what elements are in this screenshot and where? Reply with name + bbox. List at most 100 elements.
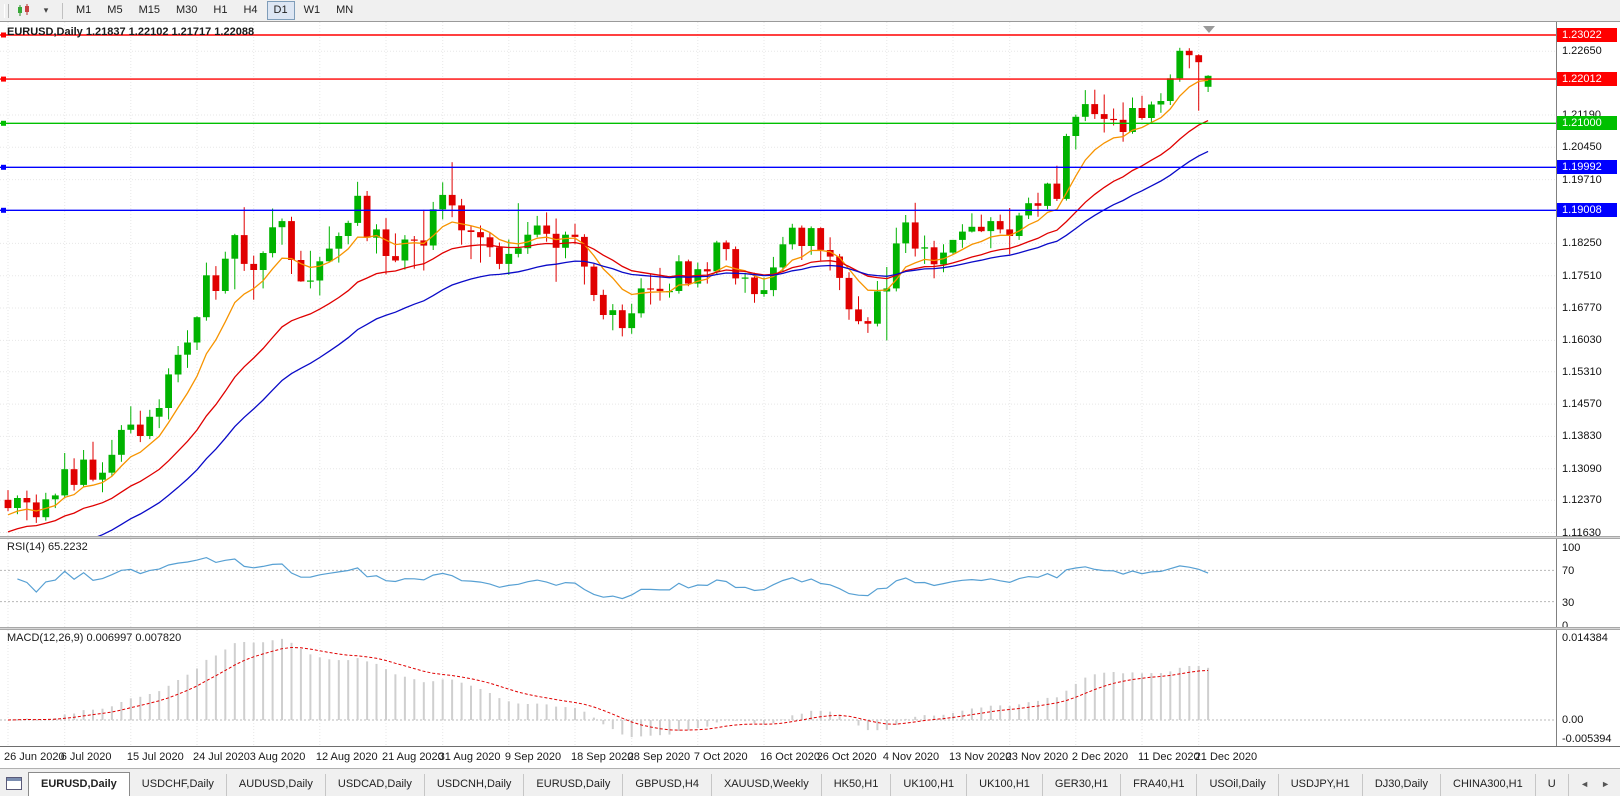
macd-histogram — [16, 638, 1210, 738]
chart-tab-bar: EURUSD,Daily USDCHF,Daily AUDUSD,Daily USDC… — [0, 768, 1620, 796]
chart-tab-usdchf-daily[interactable]: USDCHF,Daily — [130, 774, 227, 796]
date-label: 18 Sep 2020 — [571, 751, 634, 763]
chart-title: EURUSD,Daily 1.21837 1.22102 1.21717 1.2… — [7, 26, 255, 38]
date-label: 3 Aug 2020 — [249, 751, 306, 763]
price-line-label[interactable]: 1.23022 — [1557, 28, 1617, 42]
pane-splitter[interactable] — [0, 536, 1620, 539]
price-tick: 1.19710 — [1562, 173, 1602, 186]
time-axis[interactable]: 26 Jun 2020 6 Jul 2020 15 Jul 2020 24 Jul 2… — [0, 746, 1620, 768]
price-line-label[interactable]: 1.21000 — [1557, 116, 1617, 131]
price-tick: 1.11630 — [1562, 526, 1601, 539]
price-tick: 1.17510 — [1562, 269, 1602, 282]
rsi-line — [17, 556, 1209, 600]
grid-lines — [0, 539, 1556, 627]
chart-tab-usoil-daily[interactable]: USOil,Daily — [1197, 774, 1279, 796]
tab-scroll-right-icon[interactable]: ► — [1601, 779, 1610, 789]
timeframe-button-group: M1 M5 M15 M30 H1 H4 D1 W1 MN — [68, 1, 361, 20]
date-label: 26 Jun 2020 — [4, 751, 65, 763]
rsi-pane[interactable] — [0, 539, 1556, 627]
date-label: 16 Oct 2020 — [760, 751, 820, 763]
timeframe-button-h4[interactable]: H4 — [243, 4, 258, 16]
chart-tab-u[interactable]: U — [1536, 774, 1569, 796]
timeframe-button-m30[interactable]: M30 — [175, 4, 198, 16]
chart-tab-china300-h1[interactable]: CHINA300,H1 — [1441, 774, 1536, 796]
toolbar-separator — [62, 2, 63, 19]
date-label: 13 Nov 2020 — [949, 751, 1012, 763]
chart-tab-uk100-h1[interactable]: UK100,H1 — [967, 774, 1043, 796]
toolbar-grip[interactable] — [4, 3, 9, 18]
date-label: 2 Dec 2020 — [1071, 751, 1129, 763]
date-label: 26 Oct 2020 — [816, 751, 877, 763]
grid-lines — [0, 630, 1556, 746]
ma-line-34 — [97, 150, 1209, 536]
chart-tab-list: EURUSD,Daily USDCHF,Daily AUDUSD,Daily USDC… — [28, 769, 1572, 796]
chart-tab-fra40-h1[interactable]: FRA40,H1 — [1121, 774, 1198, 796]
macd-label: MACD(12,26,9) 0.006997 0.007820 — [7, 632, 182, 644]
chart-tab-usdjpy-h1[interactable]: USDJPY,H1 — [1279, 774, 1363, 796]
chart-type-candles-icon[interactable] — [14, 1, 34, 21]
rsi-tick: 30 — [1562, 596, 1575, 609]
price-line-label[interactable]: 1.19992 — [1557, 160, 1617, 175]
price-tick: 1.22650 — [1562, 45, 1602, 58]
price-line-label[interactable]: 1.19008 — [1557, 203, 1617, 218]
chart-tab-eurusd-daily[interactable]: EURUSD,Daily — [28, 772, 130, 796]
price-tick: 1.13830 — [1562, 430, 1602, 443]
timeframe-button-m5[interactable]: M5 — [107, 4, 123, 16]
candlestick-series — [4, 47, 1212, 523]
date-label: 4 Nov 2020 — [882, 751, 940, 763]
timeframe-button-w1[interactable]: W1 — [303, 4, 321, 16]
toolbar: ▾ M1 M5 M15 M30 H1 H4 D1 W1 MN — [0, 0, 1620, 22]
rsi-tick: 100 — [1562, 542, 1581, 554]
chart-tab-ger30-h1[interactable]: GER30,H1 — [1043, 774, 1122, 796]
chart-tab-eurusd-daily[interactable]: EURUSD,Daily — [524, 774, 624, 796]
horizontal-level-lines[interactable] — [0, 32, 1556, 213]
chart-tab-hk50-h1[interactable]: HK50,H1 — [822, 774, 892, 796]
price-axis[interactable]: 1.22650 1.21190 1.20450 1.19710 1.18250 1.175… — [1556, 22, 1620, 746]
ma-line-8 — [7, 79, 1209, 516]
chart-tab-usdcad-daily[interactable]: USDCAD,Daily — [326, 774, 425, 796]
moving-average-lines — [7, 79, 1209, 536]
date-label: 6 Jul 2020 — [60, 751, 112, 763]
price-tick: 1.15310 — [1562, 365, 1602, 378]
price-line-label[interactable]: 1.22012 — [1557, 72, 1617, 87]
timeframe-button-m1[interactable]: M1 — [76, 4, 92, 16]
date-label: 21 Dec 2020 — [1194, 751, 1258, 763]
rsi-label: RSI(14) 65.2232 — [7, 541, 88, 553]
chart-tab-dj30-daily[interactable]: DJ30,Daily — [1363, 774, 1441, 796]
chart-tab-xauusd-weekly[interactable]: XAUUSD,Weekly — [712, 774, 822, 796]
timeframe-button-mn[interactable]: MN — [336, 4, 354, 16]
price-tick: 1.18250 — [1562, 237, 1602, 250]
macd-signal-line — [7, 646, 1209, 731]
chart-tab-uk100-h1[interactable]: UK100,H1 — [891, 774, 968, 796]
price-tick: 1.20450 — [1562, 141, 1602, 154]
date-label: 15 Jul 2020 — [126, 751, 184, 763]
timeframe-button-m15[interactable]: M15 — [138, 4, 160, 16]
macd-pane[interactable] — [0, 630, 1556, 746]
timeframe-button-d1[interactable]: D1 — [266, 1, 295, 20]
macd-tick: -0.005394 — [1562, 733, 1612, 745]
ma-line-21 — [7, 120, 1209, 533]
chart-tab-audusd-daily[interactable]: AUDUSD,Daily — [227, 774, 326, 796]
tab-scroll-arrows: ◄ ► — [1572, 777, 1620, 796]
date-label: 23 Nov 2020 — [1005, 751, 1069, 763]
main-price-pane[interactable] — [0, 22, 1556, 536]
price-tick: 1.13090 — [1562, 462, 1602, 475]
macd-tick: 0.00 — [1562, 713, 1584, 726]
price-tick: 1.16770 — [1562, 302, 1602, 315]
price-tick: 1.16030 — [1562, 334, 1602, 347]
date-label: 31 Aug 2020 — [438, 751, 501, 763]
chart-tab-gbpusd-h4[interactable]: GBPUSD,H4 — [623, 774, 712, 796]
timeframe-button-h1[interactable]: H1 — [213, 4, 228, 16]
chart-type-dropdown-caret-icon[interactable]: ▾ — [43, 5, 49, 15]
macd-tick: 0.014384 — [1562, 632, 1608, 644]
chart-shift-marker[interactable] — [1203, 26, 1215, 33]
pane-splitter[interactable] — [0, 627, 1620, 630]
price-tick: 1.12370 — [1562, 494, 1602, 507]
window-list-icon[interactable] — [6, 777, 22, 790]
date-label: 21 Aug 2020 — [382, 751, 444, 763]
tab-scroll-left-icon[interactable]: ◄ — [1580, 779, 1590, 789]
date-label: 9 Sep 2020 — [504, 751, 562, 763]
price-tick: 1.14570 — [1562, 398, 1602, 411]
chart-tab-usdcnh-daily[interactable]: USDCNH,Daily — [425, 774, 525, 796]
